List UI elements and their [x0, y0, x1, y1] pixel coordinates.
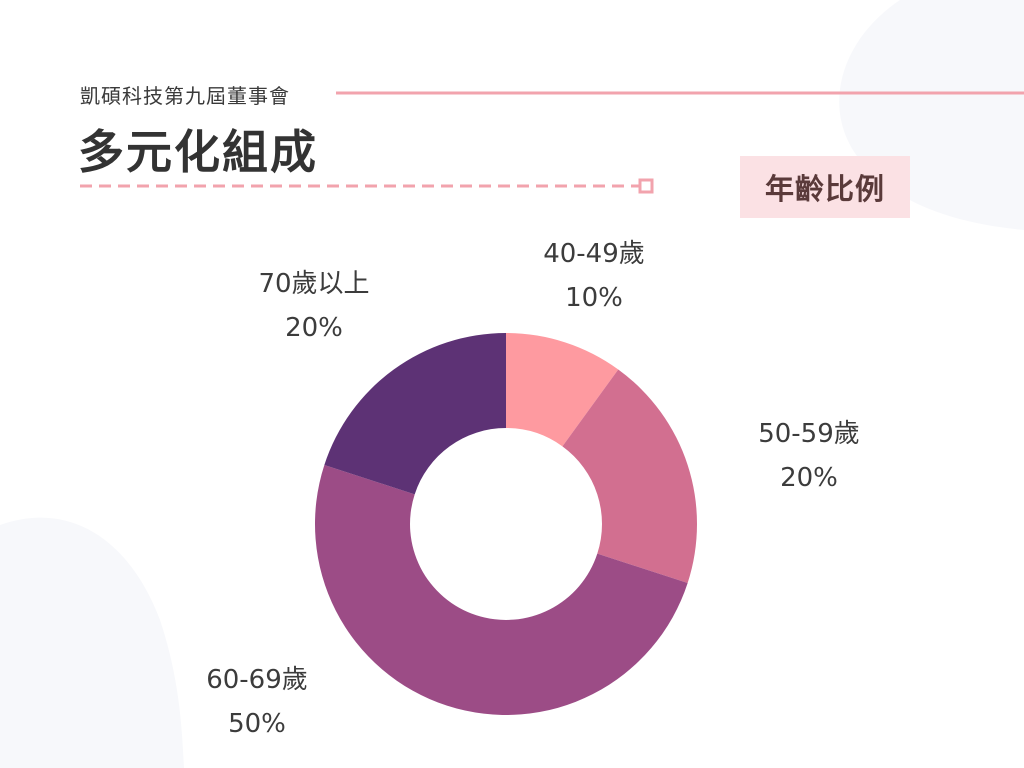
slice-category-label: 50-59歲 — [758, 419, 860, 449]
company-subtitle: 凱碩科技第九屆董事會 — [80, 84, 290, 108]
slice-category-label: 60-69歲 — [206, 665, 308, 695]
bottom-left-blob — [0, 517, 184, 768]
donut-slice-1 — [506, 333, 619, 447]
donut-slice-2 — [562, 369, 697, 584]
donut-slice-3 — [315, 464, 688, 715]
slice-category-label: 70歲以上 — [258, 269, 369, 299]
slice-value-label: 50% — [228, 709, 286, 739]
donut-slice-4 — [324, 333, 506, 495]
chart-category-badge: 年齡比例 — [740, 156, 910, 218]
underline-end-square — [638, 178, 654, 194]
slice-value-label: 10% — [565, 283, 623, 313]
slice-value-label: 20% — [285, 313, 343, 343]
slice-category-label: 40-49歲 — [543, 239, 645, 269]
slice-value-label: 20% — [780, 463, 838, 493]
page-title: 多元化組成 — [78, 125, 318, 179]
